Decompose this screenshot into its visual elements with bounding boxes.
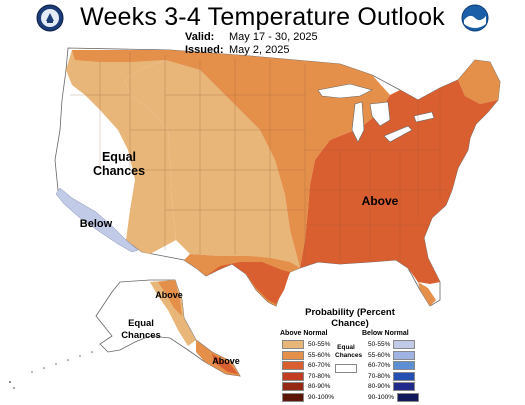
legend-title: Probability (Percent Chance) <box>305 307 395 329</box>
issued-label: Issued: <box>185 44 224 56</box>
noaa-logo-icon <box>461 4 489 32</box>
map-title: Weeks 3-4 Temperature Outlook <box>80 3 445 31</box>
above-50-55-region <box>66 50 176 254</box>
above-55-60-florida-tip <box>418 282 436 306</box>
date-block: Valid: May 17 - 30, 2025 Issued: May 2, 20… <box>185 31 318 57</box>
legend-below-row: 60-70% <box>368 361 416 370</box>
legend-above-level: 55-60% <box>308 351 331 359</box>
legend-below-row: 55-60% <box>368 350 416 360</box>
state-lines <box>70 52 446 262</box>
alaska-above-se-inner <box>212 354 238 374</box>
issued-date: May 2, 2025 <box>229 44 290 56</box>
legend-below-swatch <box>393 371 416 381</box>
lake-ontario <box>413 111 435 123</box>
label-below-west: Below <box>79 218 113 230</box>
label-equal-chances: Equal Chances <box>92 150 146 178</box>
legend-below-swatch <box>393 340 416 349</box>
legend-above-level: 80-90% <box>308 383 331 390</box>
lake-huron <box>369 101 391 127</box>
above-60-70-region <box>300 80 498 284</box>
legend-above-level: 70-80% <box>308 372 331 380</box>
valid-dates: May 17 - 30, 2025 <box>229 31 318 43</box>
legend-below-header: Below Normal <box>362 330 409 337</box>
legend-above-row: 55-60% <box>282 350 331 360</box>
legend-below-swatch <box>393 350 416 360</box>
legend-above-swatch <box>282 371 304 381</box>
legend-below-row: 70-80% <box>368 371 416 381</box>
label-ak-equal-chances: Equal Chances <box>121 318 161 341</box>
lake-michigan <box>351 101 365 143</box>
legend-above-row: 50-55% <box>282 340 330 349</box>
legend-above-row: 70-80% <box>282 371 331 381</box>
label-above-east: Above <box>361 194 399 208</box>
legend-below-level: 70-80% <box>368 372 391 380</box>
alaska-above-north-inner <box>158 280 182 316</box>
lake-superior <box>317 83 373 99</box>
above-50-55-region-central <box>125 60 300 272</box>
legend-above-swatch <box>282 382 304 391</box>
legend-above-level: 90-100% <box>308 393 335 401</box>
legend-below-swatch <box>393 361 416 370</box>
legend-below-level: 55-60% <box>368 351 391 359</box>
legend-below-row: 90-100% <box>368 392 420 402</box>
label-ak-above-north: Above <box>155 290 183 300</box>
label-ak-above-se: Above <box>212 356 240 366</box>
legend-below-level: 90-100% <box>368 393 395 401</box>
legend-below-swatch <box>393 382 416 391</box>
legend-below-row: 50-55% <box>368 340 416 349</box>
lake-erie <box>383 125 413 143</box>
legend-above-row: 80-90% <box>282 382 330 391</box>
legend-below-swatch <box>397 392 420 402</box>
legend-below-level: 80-90% <box>368 383 391 390</box>
legend-above-row: 90-100% <box>282 392 335 402</box>
valid-label: Valid: <box>185 31 215 43</box>
legend-above-row: 60-70% <box>282 361 330 370</box>
hawaii-islands <box>9 381 15 389</box>
aleutian-islands <box>31 351 93 373</box>
below-50-55-region <box>55 187 139 253</box>
legend-equal-chances-label: Equal Chances <box>335 344 363 359</box>
above-60-70-texas <box>206 262 290 304</box>
legend-above-level: 50-55% <box>308 341 331 348</box>
legend-above-swatch <box>282 350 304 360</box>
above-55-60-maine <box>458 60 500 104</box>
legend-equal-chances-swatch <box>335 364 357 373</box>
doc-seal-icon <box>36 4 64 32</box>
legend-below-row: 80-90% <box>368 382 416 391</box>
above-55-60-region <box>72 50 390 268</box>
legend-above-swatch <box>282 340 304 349</box>
legend-above-level: 60-70% <box>308 362 331 369</box>
legend-above-swatch <box>282 392 304 402</box>
alaska-above-north <box>150 280 196 346</box>
legend-above-header: Above Normal <box>280 330 328 337</box>
legend-below-level: 60-70% <box>368 362 391 369</box>
legend-below-level: 50-55% <box>368 341 391 348</box>
legend-above-swatch <box>282 361 304 370</box>
